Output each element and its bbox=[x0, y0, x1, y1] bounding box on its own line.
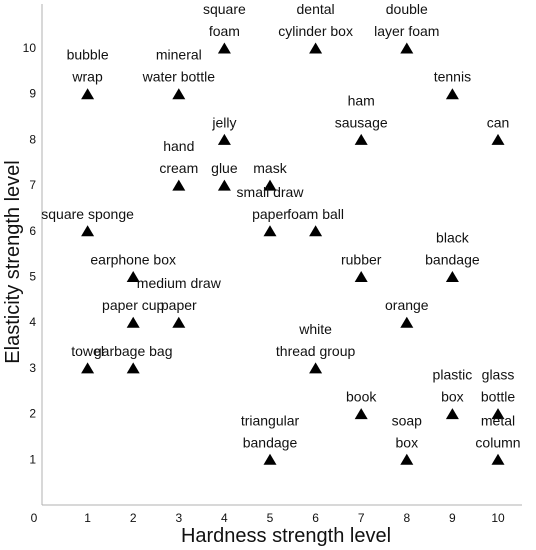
y-tick-label: 4 bbox=[29, 315, 36, 329]
data-point-label: black bandage bbox=[425, 230, 480, 268]
x-tick-label: 6 bbox=[312, 511, 319, 525]
x-tick-label: 0 bbox=[31, 511, 38, 525]
x-tick-label: 9 bbox=[449, 511, 456, 525]
x-tick-label: 3 bbox=[175, 511, 182, 525]
data-point-marker bbox=[217, 133, 231, 145]
data-point-marker bbox=[81, 362, 95, 374]
x-tick-label: 10 bbox=[491, 511, 505, 525]
axes bbox=[41, 4, 522, 506]
data-point-marker bbox=[445, 408, 459, 420]
data-point-marker bbox=[217, 42, 231, 54]
x-tick-label: 4 bbox=[221, 511, 228, 525]
data-point-marker bbox=[81, 225, 95, 237]
data-point-marker bbox=[126, 316, 140, 328]
y-tick-label: 3 bbox=[29, 361, 36, 375]
data-point-marker bbox=[172, 316, 186, 328]
data-point-label: mask bbox=[253, 160, 287, 176]
y-tick-label: 1 bbox=[29, 452, 36, 466]
data-point-marker bbox=[400, 316, 414, 328]
data-point-marker bbox=[354, 408, 368, 420]
data-point-marker bbox=[445, 88, 459, 100]
data-point-label: mineral water bottle bbox=[142, 47, 216, 85]
data-point-marker bbox=[263, 179, 277, 191]
y-tick-label: 5 bbox=[29, 270, 36, 284]
data-point-marker bbox=[491, 408, 505, 420]
data-point-marker bbox=[491, 133, 505, 145]
y-tick-label: 10 bbox=[23, 41, 37, 55]
data-point-marker bbox=[400, 42, 414, 54]
data-point-label: glass bottle bbox=[481, 367, 515, 405]
data-point-label: square sponge bbox=[41, 206, 134, 222]
data-point-label: jelly bbox=[211, 114, 236, 130]
data-point-marker bbox=[172, 179, 186, 191]
data-point-label: bubble wrap bbox=[67, 47, 109, 85]
data-point-marker bbox=[81, 88, 95, 100]
data-point-label: glue bbox=[211, 160, 238, 176]
data-point-marker bbox=[263, 453, 277, 465]
tick-labels: 0 1 2 3 4 5 6 7 8 9 10 1 2 3 4 5 6 7 8 9 10 bbox=[23, 41, 505, 525]
data-point-label: small draw paper bbox=[237, 184, 305, 222]
data-point-marker bbox=[172, 88, 186, 100]
data-point-marker bbox=[445, 271, 459, 282]
data-point-marker bbox=[126, 271, 140, 282]
data-point-label: metal column bbox=[475, 412, 520, 450]
data-point-label: garbage bag bbox=[94, 343, 173, 359]
data-point-label: square foam bbox=[203, 1, 246, 39]
y-tick-label: 2 bbox=[29, 407, 36, 421]
data-point-label: foam ball bbox=[287, 206, 344, 222]
y-tick-label: 9 bbox=[29, 87, 36, 101]
data-point-label: dental cylinder box bbox=[278, 1, 353, 39]
data-point-label: medium draw paper bbox=[137, 275, 222, 313]
x-tick-label: 1 bbox=[84, 511, 91, 525]
data-point-marker bbox=[354, 133, 368, 145]
data-point-label: hand cream bbox=[159, 138, 198, 176]
data-point-label: white thread group bbox=[276, 321, 356, 359]
data-point-marker bbox=[491, 453, 505, 465]
y-tick-label: 6 bbox=[29, 224, 36, 238]
data-point-label: tennis bbox=[434, 69, 471, 85]
y-axis-title: Elasticity strength level bbox=[2, 160, 24, 363]
data-point-marker bbox=[217, 179, 231, 191]
data-point-label: towel bbox=[71, 343, 104, 359]
data-point-label: paper cup bbox=[102, 297, 164, 313]
data-point-marker bbox=[354, 271, 368, 282]
x-axis-title: Hardness strength level bbox=[181, 525, 391, 547]
data-point-label: rubber bbox=[341, 252, 382, 268]
data-point-label: triangular bandage bbox=[241, 412, 300, 450]
data-points: square foam dental cylinder box double layer … bbox=[41, 1, 521, 465]
x-tick-label: 8 bbox=[403, 511, 410, 525]
data-point-marker bbox=[400, 453, 414, 465]
y-tick-label: 7 bbox=[29, 178, 36, 192]
y-tick-label: 8 bbox=[29, 132, 36, 146]
data-point-label: plastic box bbox=[433, 367, 473, 405]
data-point-marker bbox=[309, 225, 323, 237]
x-tick-label: 2 bbox=[130, 511, 137, 525]
data-point-label: earphone box bbox=[90, 252, 176, 268]
data-point-marker bbox=[263, 225, 277, 237]
data-point-marker bbox=[309, 362, 323, 374]
data-point-label: orange bbox=[385, 297, 429, 313]
data-point-label: book bbox=[346, 389, 377, 405]
x-tick-label: 7 bbox=[358, 511, 365, 525]
x-tick-label: 5 bbox=[267, 511, 274, 525]
data-point-marker bbox=[126, 362, 140, 374]
data-point-label: ham sausage bbox=[335, 92, 388, 130]
data-point-label: double layer foam bbox=[374, 1, 439, 39]
data-point-label: soap box bbox=[392, 412, 423, 450]
data-point-label: can bbox=[487, 114, 510, 130]
data-point-marker bbox=[309, 42, 323, 54]
